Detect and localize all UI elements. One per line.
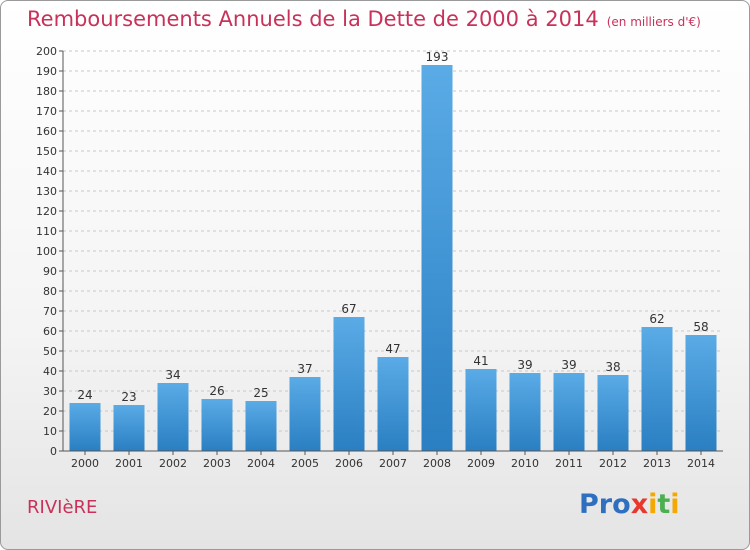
x-tick-label: 2011 <box>555 457 583 470</box>
y-tick-label: 190 <box>36 65 57 78</box>
x-tick-label: 2002 <box>159 457 187 470</box>
bar-value-label: 34 <box>165 368 180 382</box>
bars: 24 23 34 26 25 37 67 47 193 41 39 39 38 62 58 <box>69 50 717 451</box>
logo-letter: x <box>630 489 649 520</box>
bar <box>333 317 365 451</box>
y-tick-label: 20 <box>43 405 57 418</box>
x-tick-label: 2005 <box>291 457 319 470</box>
bar <box>421 65 453 451</box>
x-tick-label: 2004 <box>247 457 275 470</box>
x-tick-label: 2010 <box>511 457 539 470</box>
x-tick-label: 2009 <box>467 457 495 470</box>
y-tick-label: 180 <box>36 85 57 98</box>
bar-value-label: 37 <box>297 362 312 376</box>
bar-value-label: 193 <box>426 50 449 64</box>
bar-value-label: 25 <box>253 386 268 400</box>
bar-value-label: 39 <box>561 358 576 372</box>
bar-value-label: 39 <box>517 358 532 372</box>
x-tick-label: 2007 <box>379 457 407 470</box>
bar <box>641 327 673 451</box>
x-tick-label: 2014 <box>687 457 715 470</box>
y-tick-label: 160 <box>36 125 57 138</box>
x-tick-label: 2000 <box>71 457 99 470</box>
x-tick-label: 2001 <box>115 457 143 470</box>
bar <box>553 373 585 451</box>
y-tick-label: 90 <box>43 265 57 278</box>
bar <box>465 369 497 451</box>
y-tick-label: 100 <box>36 245 57 258</box>
place-name: RIVIèRE <box>27 497 98 518</box>
logo-letter: i <box>648 489 658 520</box>
y-tick-label: 170 <box>36 105 57 118</box>
logo-letter: r <box>598 489 613 520</box>
bar-value-label: 47 <box>385 342 400 356</box>
proxiti-logo: Proxiti <box>579 489 680 520</box>
y-tick-label: 70 <box>43 305 57 318</box>
chart-subtitle: (en milliers d'€) <box>606 15 701 29</box>
y-tick-label: 40 <box>43 365 57 378</box>
chart-title: Remboursements Annuels de la Dette de 20… <box>27 7 599 31</box>
x-tick-label: 2013 <box>643 457 671 470</box>
bar <box>597 375 629 451</box>
y-tick-label: 150 <box>36 145 57 158</box>
y-tick-label: 0 <box>50 445 57 458</box>
logo-letter: t <box>657 489 671 520</box>
bar-value-label: 38 <box>605 360 620 374</box>
bar <box>377 357 409 451</box>
x-tick-label: 2012 <box>599 457 627 470</box>
bar <box>289 377 321 451</box>
bar <box>245 401 277 451</box>
y-tick-label: 120 <box>36 205 57 218</box>
y-tick-label: 30 <box>43 385 57 398</box>
bar <box>113 405 145 451</box>
logo-letter: P <box>579 489 599 520</box>
y-tick-label: 10 <box>43 425 57 438</box>
bar <box>509 373 541 451</box>
x-tick-label: 2003 <box>203 457 231 470</box>
bar <box>157 383 189 451</box>
y-tick-label: 80 <box>43 285 57 298</box>
bar-value-label: 26 <box>209 384 224 398</box>
y-tick-label: 110 <box>36 225 57 238</box>
logo-letter: i <box>670 489 680 520</box>
bar-value-label: 58 <box>693 320 708 334</box>
bar <box>201 399 233 451</box>
x-tick-label: 2006 <box>335 457 363 470</box>
logo-letter: o <box>612 489 631 520</box>
bar-value-label: 62 <box>649 312 664 326</box>
bar <box>685 335 717 451</box>
y-tick-label: 50 <box>43 345 57 358</box>
y-tick-label: 140 <box>36 165 57 178</box>
axes: 0 10 20 30 40 50 60 70 80 90 100 110 120 130 140 150 160… <box>36 45 723 470</box>
bar-value-label: 41 <box>473 354 488 368</box>
bar-value-label: 24 <box>77 388 92 402</box>
chart-title-block: Remboursements Annuels de la Dette de 20… <box>27 7 701 31</box>
bar <box>69 403 101 451</box>
bar-value-label: 67 <box>341 302 356 316</box>
x-tick-label: 2008 <box>423 457 451 470</box>
bar-value-label: 23 <box>121 390 136 404</box>
y-tick-label: 130 <box>36 185 57 198</box>
y-tick-label: 60 <box>43 325 57 338</box>
y-tick-label: 200 <box>36 45 57 58</box>
